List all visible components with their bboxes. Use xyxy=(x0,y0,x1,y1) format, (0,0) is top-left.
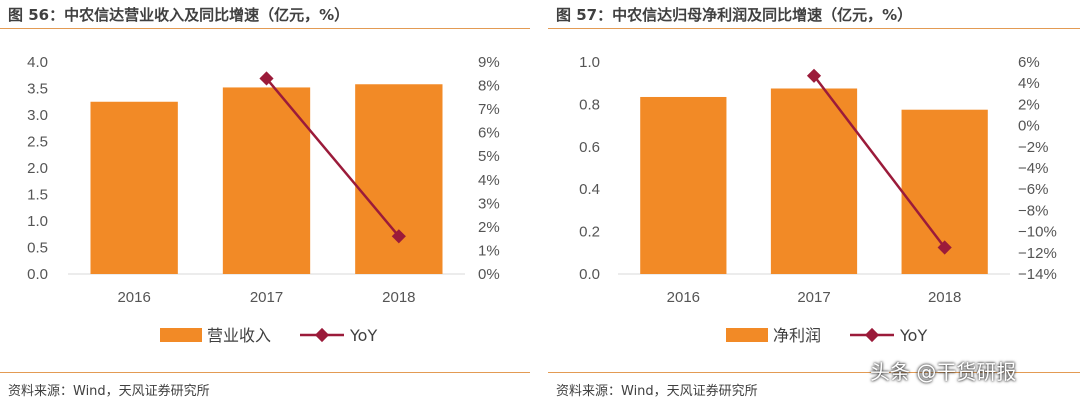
y-right-tick-label: −12% xyxy=(1018,245,1057,262)
legend-label-bar: 营业收入 xyxy=(207,326,271,345)
yoy-point xyxy=(391,229,406,244)
y-left-tick-label: 2.5 xyxy=(27,134,48,151)
title-rule xyxy=(0,28,530,29)
y-right-tick-label: −14% xyxy=(1018,266,1057,283)
y-left-tick-label: 2.0 xyxy=(27,160,48,177)
x-tick-label: 2016 xyxy=(117,289,150,306)
y-left-tick-label: 4.0 xyxy=(27,54,48,71)
bar-2017 xyxy=(222,87,311,274)
chart-panel-net-profit: 图 57：中农信达归母净利润及同比增速（亿元，%） 0.0 0.2 0.4 0.6 0.… xyxy=(548,0,1080,401)
x-tick-label: 2017 xyxy=(797,289,830,306)
bar-2017 xyxy=(770,88,858,274)
y-left-tick-label: 3.5 xyxy=(27,81,48,98)
y-right-tick-label: 5% xyxy=(478,148,500,165)
y-right-tick-label: 6% xyxy=(478,125,500,142)
bar-2018 xyxy=(355,84,443,274)
legend-swatch-marker xyxy=(314,327,330,343)
y-right-tick-label: −6% xyxy=(1018,181,1048,198)
yoy-point xyxy=(806,68,822,83)
y-right-tick-label: 0% xyxy=(478,266,500,283)
legend-swatch-bar xyxy=(160,328,202,342)
source-note: 资料来源：Wind，天风证券研究所 xyxy=(8,384,210,399)
y-left-tick-label: 0.8 xyxy=(579,96,600,113)
source-rule xyxy=(0,372,530,373)
y-left-tick-label: 0.5 xyxy=(27,240,48,257)
legend-swatch-marker xyxy=(864,327,880,343)
x-tick-label: 2018 xyxy=(382,289,415,306)
y-right-tick-label: 2% xyxy=(478,219,500,236)
y-left-tick-label: 1.5 xyxy=(27,187,48,204)
title-rule xyxy=(548,28,1080,29)
y-right-tick-label: 4% xyxy=(1018,75,1040,92)
bar-2016 xyxy=(640,96,727,274)
x-tick-label: 2018 xyxy=(928,289,961,306)
figure-title: 图 56：中农信达营业收入及同比增速（亿元，%） xyxy=(8,6,350,24)
yoy-point xyxy=(259,71,274,86)
y-left-tick-label: 0.0 xyxy=(579,266,600,283)
net-profit-chart: 0.0 0.2 0.4 0.6 0.8 1.0 6% 4% 2% 0% −2% −4% −6% −8% −1… xyxy=(579,54,1057,345)
source-rule xyxy=(548,372,1080,373)
figure-title: 图 57：中农信达归母净利润及同比增速（亿元，%） xyxy=(556,6,913,24)
y-right-tick-label: 9% xyxy=(478,54,500,71)
y-right-tick-label: −10% xyxy=(1018,224,1057,241)
y-right-tick-label: 6% xyxy=(1018,54,1040,71)
y-right-tick-label: −8% xyxy=(1018,202,1048,219)
x-tick-label: 2016 xyxy=(667,289,700,306)
legend-label-bar: 净利润 xyxy=(773,326,821,345)
y-right-tick-label: 8% xyxy=(478,78,500,95)
y-left-tick-label: 3.0 xyxy=(27,107,48,124)
source-note: 资料来源：Wind，天风证券研究所 xyxy=(556,384,758,399)
y-left-tick-label: 0.2 xyxy=(579,224,600,241)
revenue-chart: 0.0 0.5 1.0 1.5 2.0 2.5 3.0 3.5 4.0 0% 1% 2% 3% 4% 5% 6… xyxy=(27,54,500,345)
y-right-tick-label: 2% xyxy=(1018,96,1040,113)
y-right-tick-label: −4% xyxy=(1018,160,1048,177)
y-left-tick-label: 0.6 xyxy=(579,139,600,156)
bar-2016 xyxy=(90,101,178,274)
y-right-tick-label: 3% xyxy=(478,195,500,212)
chart-panel-revenue: 图 56：中农信达营业收入及同比增速（亿元，%） 0.0 0.5 1.0 1.5 2.0… xyxy=(0,0,530,401)
yoy-line xyxy=(265,77,400,238)
x-tick-label: 2017 xyxy=(250,289,283,306)
y-right-tick-label: 4% xyxy=(478,172,500,189)
watermark: 头条 @干货研报 xyxy=(870,360,1017,384)
y-left-tick-label: 0.4 xyxy=(579,181,600,198)
legend-label-line: YoY xyxy=(899,326,927,345)
yoy-line xyxy=(813,75,946,249)
y-right-tick-label: −2% xyxy=(1018,139,1048,156)
y-left-tick-label: 1.0 xyxy=(27,213,48,230)
y-right-tick-label: 0% xyxy=(1018,118,1040,135)
y-left-tick-label: 1.0 xyxy=(579,54,600,71)
legend-swatch-bar xyxy=(726,328,768,342)
legend-label-line: YoY xyxy=(349,326,377,345)
y-right-tick-label: 7% xyxy=(478,101,500,118)
y-right-tick-label: 1% xyxy=(478,242,500,259)
y-left-tick-label: 0.0 xyxy=(27,266,48,283)
